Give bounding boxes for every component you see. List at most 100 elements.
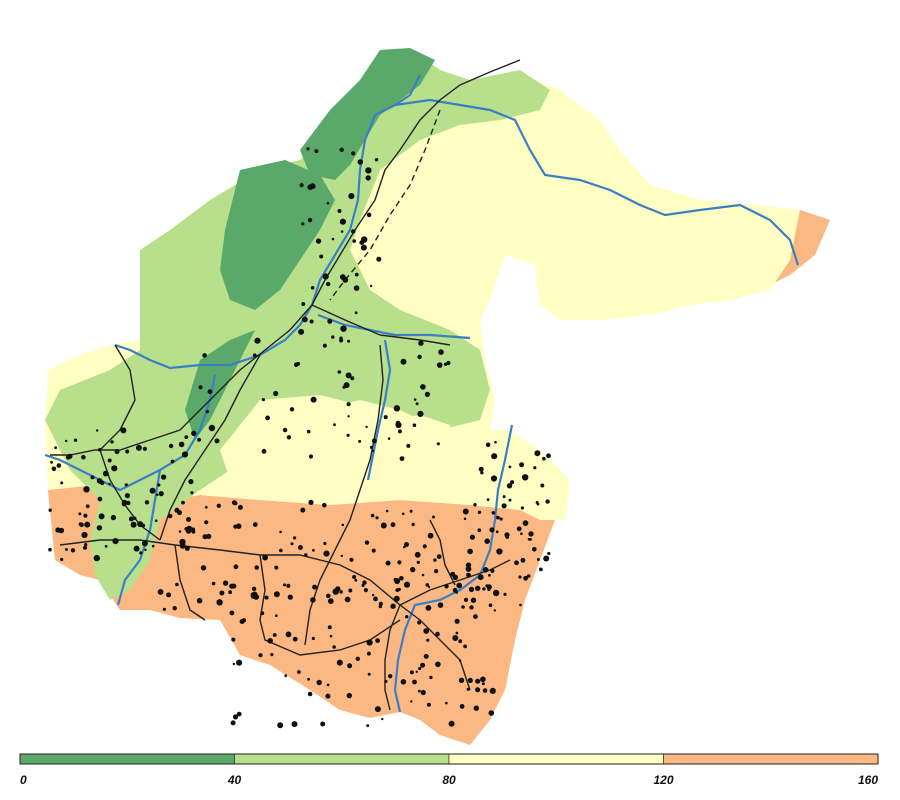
settlement-dot bbox=[459, 704, 465, 709]
settlement-dot bbox=[112, 538, 119, 545]
settlement-dot bbox=[374, 158, 379, 162]
settlement-dot bbox=[463, 597, 469, 603]
settlement-dot bbox=[179, 538, 186, 546]
settlement-dot bbox=[348, 588, 353, 593]
settlement-dot bbox=[252, 522, 258, 527]
settlement-dot bbox=[326, 201, 330, 205]
settlement-dot bbox=[466, 687, 470, 691]
settlement-dot bbox=[186, 517, 191, 522]
settlement-dot bbox=[151, 544, 155, 548]
settlement-dot bbox=[310, 396, 317, 403]
settlement-dot bbox=[48, 508, 52, 512]
settlement-dot bbox=[420, 384, 426, 390]
settlement-dot bbox=[393, 595, 400, 602]
settlement-dot bbox=[293, 536, 297, 540]
settlement-dot bbox=[181, 451, 189, 458]
settlement-dot bbox=[267, 638, 274, 644]
settlement-dot bbox=[519, 462, 525, 468]
settlement-dot bbox=[390, 603, 396, 609]
settlement-dot bbox=[98, 448, 102, 452]
settlement-dot bbox=[208, 424, 216, 432]
settlement-dot bbox=[364, 540, 370, 545]
settlement-dot bbox=[355, 656, 360, 661]
settlement-dot bbox=[286, 435, 292, 440]
settlement-dot bbox=[519, 603, 522, 607]
settlement-dot bbox=[354, 272, 359, 277]
settlement-dot bbox=[219, 590, 225, 596]
settlement-dot bbox=[489, 527, 495, 533]
settlement-dot bbox=[415, 670, 418, 673]
settlement-dot bbox=[96, 429, 99, 432]
settlement-dot bbox=[367, 672, 371, 676]
settlement-dot bbox=[365, 167, 372, 174]
settlement-dot bbox=[410, 700, 413, 703]
settlement-dot bbox=[232, 662, 236, 666]
road-north-dashed bbox=[329, 109, 441, 301]
roads bbox=[50, 59, 521, 711]
settlement-dot bbox=[232, 714, 239, 720]
settlement-dot bbox=[198, 385, 203, 390]
settlement-dot bbox=[128, 516, 134, 522]
settlement-dot bbox=[311, 636, 315, 641]
settlement-dot bbox=[526, 574, 531, 578]
settlement-dot bbox=[97, 496, 103, 502]
settlement-dot bbox=[425, 583, 430, 587]
settlement-dot bbox=[299, 183, 304, 188]
settlement-dot bbox=[236, 659, 243, 666]
settlement-dot bbox=[222, 580, 229, 586]
settlement-dot bbox=[332, 588, 339, 595]
road-north bbox=[311, 59, 521, 306]
settlement-dot bbox=[325, 693, 331, 699]
settlement-dot bbox=[306, 147, 310, 151]
settlement-dot bbox=[487, 587, 491, 592]
settlement-dot bbox=[304, 553, 308, 557]
settlement-dot bbox=[492, 589, 500, 597]
settlement-dot bbox=[160, 474, 167, 480]
settlement-dot bbox=[350, 376, 355, 381]
settlement-dot bbox=[370, 284, 373, 288]
settlement-dot bbox=[371, 593, 375, 597]
settlement-dot bbox=[300, 507, 306, 513]
settlement-dot bbox=[296, 361, 301, 366]
settlement-dot bbox=[346, 692, 352, 699]
settlement-dot bbox=[135, 444, 142, 451]
settlement-dot bbox=[114, 449, 120, 455]
settlement-dot bbox=[144, 548, 147, 552]
settlement-dot bbox=[346, 402, 351, 407]
settlement-dot bbox=[307, 184, 314, 190]
settlement-dot bbox=[463, 517, 467, 521]
settlement-dot bbox=[508, 498, 512, 502]
settlement-dot bbox=[347, 339, 351, 343]
settlement-dot bbox=[496, 515, 500, 520]
settlement-dot bbox=[121, 501, 127, 507]
settlement-dot bbox=[393, 405, 401, 412]
river-southwest bbox=[44, 374, 217, 492]
settlement-dot bbox=[488, 603, 493, 607]
settlement-dot bbox=[196, 597, 203, 604]
settlement-dot bbox=[385, 560, 391, 566]
settlement-dot bbox=[277, 722, 284, 729]
settlement-dot bbox=[481, 682, 485, 686]
settlement-dot bbox=[98, 513, 105, 520]
settlement-dot bbox=[273, 390, 279, 397]
settlement-dot bbox=[370, 513, 375, 518]
settlement-dot bbox=[301, 302, 306, 306]
settlement-dot bbox=[83, 486, 90, 493]
settlement-dot bbox=[435, 631, 440, 637]
river-east-tributary bbox=[394, 98, 800, 266]
road-southeast bbox=[399, 604, 471, 691]
road-east-branch bbox=[429, 519, 456, 586]
zone-0-40-strip bbox=[185, 330, 255, 440]
settlement-dot bbox=[465, 566, 472, 572]
settlement-dot bbox=[366, 212, 372, 218]
settlement-dot bbox=[547, 551, 551, 556]
settlements bbox=[48, 147, 551, 729]
settlement-dot bbox=[420, 662, 426, 668]
settlement-dot bbox=[130, 521, 137, 528]
settlement-dot bbox=[427, 532, 434, 539]
settlement-dot bbox=[65, 439, 68, 443]
settlement-dot bbox=[139, 551, 143, 555]
settlement-dot bbox=[437, 602, 444, 608]
zone-80-120-central bbox=[220, 395, 455, 500]
settlement-dot bbox=[473, 705, 479, 711]
